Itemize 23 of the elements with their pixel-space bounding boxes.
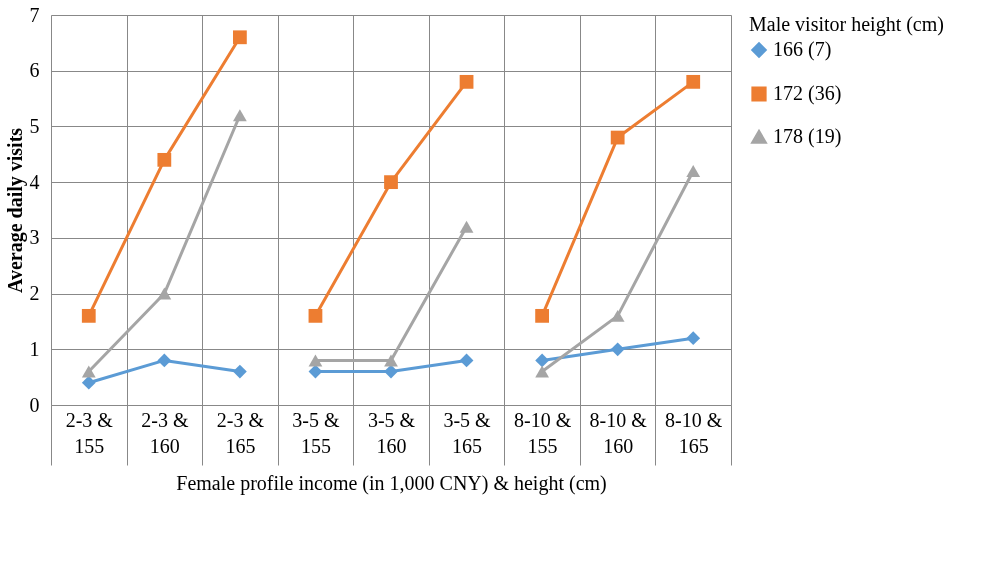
y-tick-label: 2 xyxy=(29,282,40,305)
x-tick-label: 2-3 & 165 xyxy=(216,408,265,457)
legend-label: 172 (36) xyxy=(773,82,842,105)
x-tick-label: 3-5 & 155 xyxy=(292,408,340,457)
x-tick-label: 2-3 & 155 xyxy=(65,408,114,457)
x-tick-label: 8-10 & 155 xyxy=(514,408,572,457)
x-tick-label: 2-3 & 160 xyxy=(141,408,189,457)
legend-label: 166 (7) xyxy=(773,38,832,61)
y-tick-label: 6 xyxy=(29,59,40,82)
y-tick-label: 7 xyxy=(29,3,40,26)
x-tick-label: 3-5 & 165 xyxy=(443,408,492,457)
y-tick-label: 0 xyxy=(29,393,40,416)
x-axis-title: Female profile income (in 1,000 CNY) & height (cm) xyxy=(176,472,607,495)
y-tick-label: 5 xyxy=(29,114,40,137)
legend-title: Male visitor height (cm) xyxy=(749,13,944,36)
x-tick-label: 8-10 & 165 xyxy=(665,408,723,457)
y-tick-label: 4 xyxy=(29,170,40,193)
legend-label: 178 (19) xyxy=(773,125,842,148)
x-tick-label: 8-10 & 160 xyxy=(589,408,648,457)
x-tick-label: 3-5 & 160 xyxy=(367,408,416,457)
y-tick-label: 3 xyxy=(29,226,40,249)
y-tick-label: 1 xyxy=(29,337,40,360)
y-axis-title: Average daily visits xyxy=(3,127,27,294)
